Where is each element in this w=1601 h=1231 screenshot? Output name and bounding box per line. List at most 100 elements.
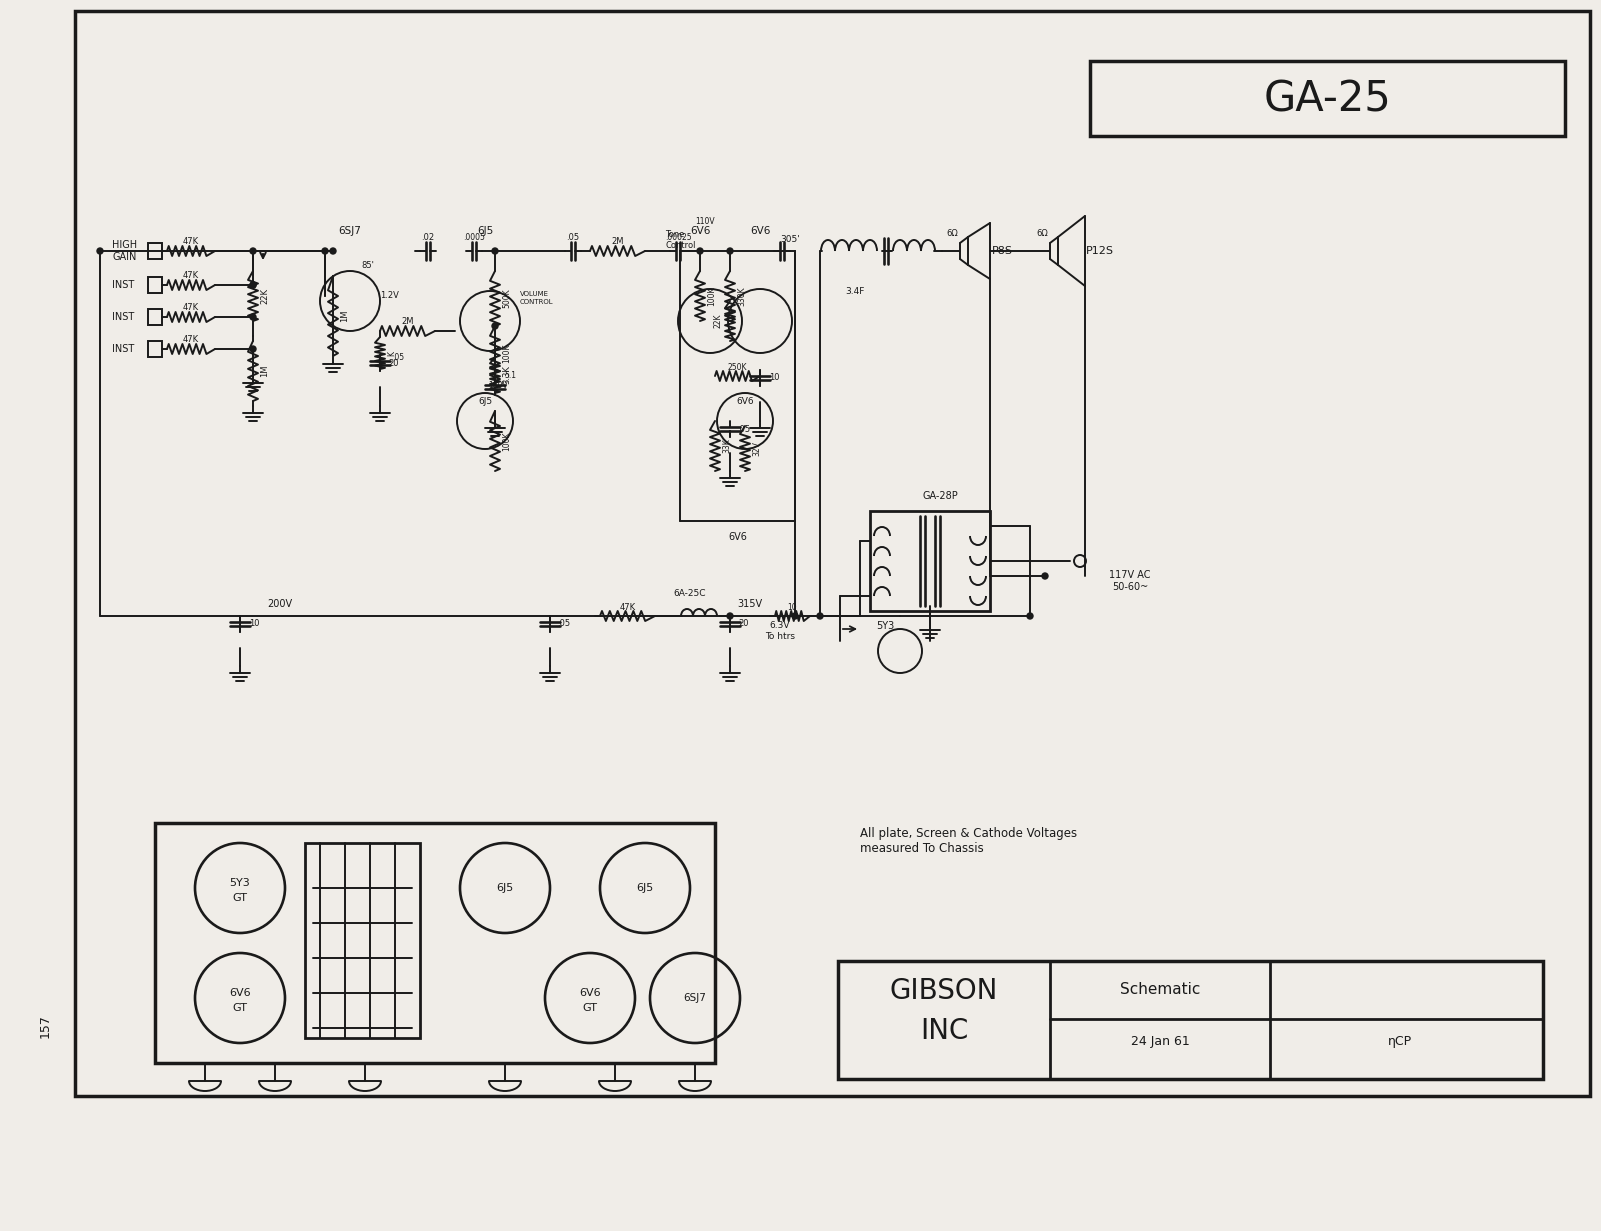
- Circle shape: [1026, 613, 1033, 619]
- Circle shape: [817, 613, 823, 619]
- Text: 315V: 315V: [738, 599, 762, 609]
- Text: 32V: 32V: [752, 441, 762, 455]
- Text: 10: 10: [788, 602, 797, 612]
- Text: 100K: 100K: [708, 287, 717, 305]
- Bar: [147, 341, 162, 357]
- Bar: [869, 511, 989, 611]
- Text: 6J5: 6J5: [636, 883, 653, 892]
- Text: 3.3K: 3.3K: [503, 366, 511, 384]
- Text: .05: .05: [567, 234, 580, 243]
- Text: 110V: 110V: [695, 217, 714, 225]
- Text: 47K: 47K: [620, 602, 636, 612]
- Text: INST: INST: [112, 279, 134, 291]
- Text: GT: GT: [232, 1003, 248, 1013]
- Text: GT: GT: [583, 1003, 597, 1013]
- Text: 33K: 33K: [722, 438, 732, 453]
- Text: 6J5: 6J5: [477, 227, 493, 236]
- Text: All plate, Screen & Cathode Voltages
measured To Chassis: All plate, Screen & Cathode Voltages mea…: [860, 827, 1077, 856]
- Text: 10: 10: [768, 373, 780, 383]
- Text: INC: INC: [921, 1017, 969, 1045]
- Text: Schematic: Schematic: [1119, 982, 1201, 997]
- Circle shape: [727, 247, 733, 254]
- Text: INST: INST: [112, 343, 134, 355]
- Text: .02: .02: [421, 234, 434, 243]
- Text: 250K: 250K: [728, 362, 748, 372]
- Text: GA-25: GA-25: [1263, 78, 1391, 119]
- Text: 100V: 100V: [488, 382, 508, 390]
- Text: 100K: 100K: [503, 431, 511, 451]
- Text: 85': 85': [362, 261, 375, 271]
- Bar: [837, 961, 1543, 1080]
- Text: 6V6: 6V6: [690, 227, 711, 236]
- Text: 6A-25C: 6A-25C: [674, 590, 706, 598]
- Text: 5Y3: 5Y3: [876, 620, 893, 632]
- Text: 22K: 22K: [261, 288, 269, 304]
- Circle shape: [1042, 572, 1049, 579]
- Circle shape: [250, 282, 256, 288]
- Circle shape: [696, 247, 703, 254]
- Circle shape: [492, 323, 498, 329]
- Text: 6J5: 6J5: [479, 396, 492, 405]
- Text: 6SJ7: 6SJ7: [684, 993, 706, 1003]
- Text: 20: 20: [738, 619, 749, 629]
- Text: 6SJ7: 6SJ7: [338, 227, 362, 236]
- Text: 6Ω: 6Ω: [946, 229, 957, 238]
- Text: GT: GT: [232, 892, 248, 904]
- Text: 157: 157: [38, 1014, 51, 1038]
- Text: 6V6: 6V6: [749, 227, 770, 236]
- Circle shape: [250, 282, 256, 288]
- Text: 200V: 200V: [267, 599, 293, 609]
- Text: 6.3V
To htrs: 6.3V To htrs: [765, 622, 796, 640]
- Bar: [155, 824, 716, 1064]
- Text: 47K: 47K: [183, 238, 199, 246]
- Text: 6V6: 6V6: [580, 988, 600, 998]
- Text: .05: .05: [738, 425, 751, 433]
- Text: GIBSON: GIBSON: [890, 977, 997, 1004]
- Text: 2M: 2M: [402, 318, 413, 326]
- Circle shape: [250, 314, 256, 320]
- Text: .0005: .0005: [463, 234, 485, 243]
- Text: 117V AC
50-60~: 117V AC 50-60~: [1109, 570, 1151, 592]
- Text: .00025: .00025: [664, 234, 692, 243]
- Text: ηCP: ηCP: [1388, 1034, 1412, 1048]
- Text: .05: .05: [557, 619, 570, 629]
- Bar: [75, 11, 1590, 1096]
- Circle shape: [250, 247, 256, 254]
- Text: 47K: 47K: [183, 336, 199, 345]
- Text: .05: .05: [392, 353, 403, 362]
- Text: K: K: [387, 351, 397, 356]
- Text: P8S: P8S: [991, 246, 1012, 256]
- Text: 1.2V: 1.2V: [381, 292, 399, 300]
- Text: 100K: 100K: [503, 343, 511, 363]
- Text: 6Ω: 6Ω: [1036, 229, 1049, 238]
- Bar: [1090, 62, 1566, 135]
- Circle shape: [792, 613, 797, 619]
- Circle shape: [492, 247, 498, 254]
- Text: 6V6: 6V6: [736, 396, 754, 405]
- Text: 1M: 1M: [261, 364, 269, 377]
- Text: HIGH
GAIN: HIGH GAIN: [112, 240, 138, 262]
- Text: 20: 20: [389, 358, 399, 368]
- Text: 6V6: 6V6: [229, 988, 251, 998]
- Text: 24 Jan 61: 24 Jan 61: [1130, 1034, 1190, 1048]
- Text: P12S: P12S: [1085, 246, 1114, 256]
- Text: 305': 305': [780, 235, 800, 245]
- Text: 1M: 1M: [341, 310, 349, 323]
- Bar: [147, 243, 162, 259]
- Circle shape: [322, 247, 328, 254]
- Text: VOLUME
CONTROL: VOLUME CONTROL: [520, 292, 554, 304]
- Text: 2M: 2M: [612, 238, 624, 246]
- Circle shape: [250, 346, 256, 352]
- Text: 10: 10: [248, 619, 259, 629]
- Bar: [306, 843, 419, 1038]
- Circle shape: [330, 247, 336, 254]
- Text: 6J5: 6J5: [496, 883, 514, 892]
- Bar: [147, 309, 162, 325]
- Text: 22K: 22K: [714, 314, 722, 329]
- Text: 6V6: 6V6: [728, 532, 748, 542]
- Text: INST: INST: [112, 311, 134, 323]
- Text: 5Y3: 5Y3: [229, 878, 250, 888]
- Text: GA-28P: GA-28P: [922, 491, 957, 501]
- Text: 47K: 47K: [183, 304, 199, 313]
- Circle shape: [727, 613, 733, 619]
